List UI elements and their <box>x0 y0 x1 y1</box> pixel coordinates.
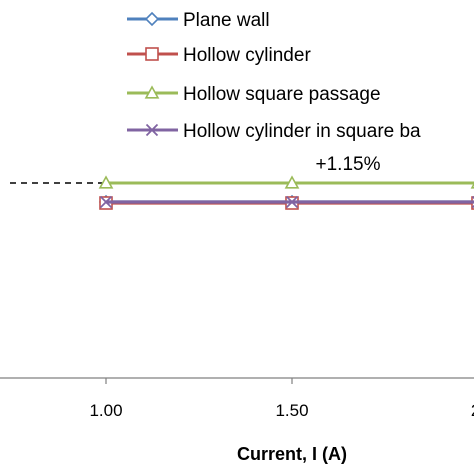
data-point <box>98 175 114 189</box>
data-point <box>145 123 159 137</box>
legend-label: Plane wall <box>183 10 270 31</box>
annotation-label: +1.15% <box>316 154 381 175</box>
legend-label: Hollow square passage <box>183 84 381 105</box>
data-point <box>144 11 160 27</box>
series-hollow-cylinder-in-square-ba <box>99 195 474 209</box>
data-point <box>144 85 160 99</box>
data-point <box>99 195 113 209</box>
legend-item: Hollow cylinder in square ba <box>127 121 421 142</box>
x-tick-label: 1.00 <box>89 401 122 420</box>
data-point <box>285 195 299 209</box>
data-point <box>284 175 300 189</box>
legend-label: Hollow cylinder in square ba <box>183 121 421 142</box>
series-layer <box>98 175 474 210</box>
x-tick-label: 1.50 <box>275 401 308 420</box>
legend-label: Hollow cylinder <box>183 45 311 66</box>
legend: Plane wall Hollow cylinder Hollow square p… <box>127 10 421 142</box>
legend-item: Plane wall <box>127 10 270 31</box>
data-point <box>145 47 159 61</box>
x-ticks: 1.00 1.50 2. <box>89 378 474 420</box>
x-tick-label: 2. <box>471 401 474 420</box>
legend-item: Hollow cylinder <box>127 45 311 66</box>
x-axis-title: Current, I (A) <box>237 444 347 464</box>
legend-item: Hollow square passage <box>127 84 381 105</box>
series-hollow-square-passage <box>98 175 474 189</box>
